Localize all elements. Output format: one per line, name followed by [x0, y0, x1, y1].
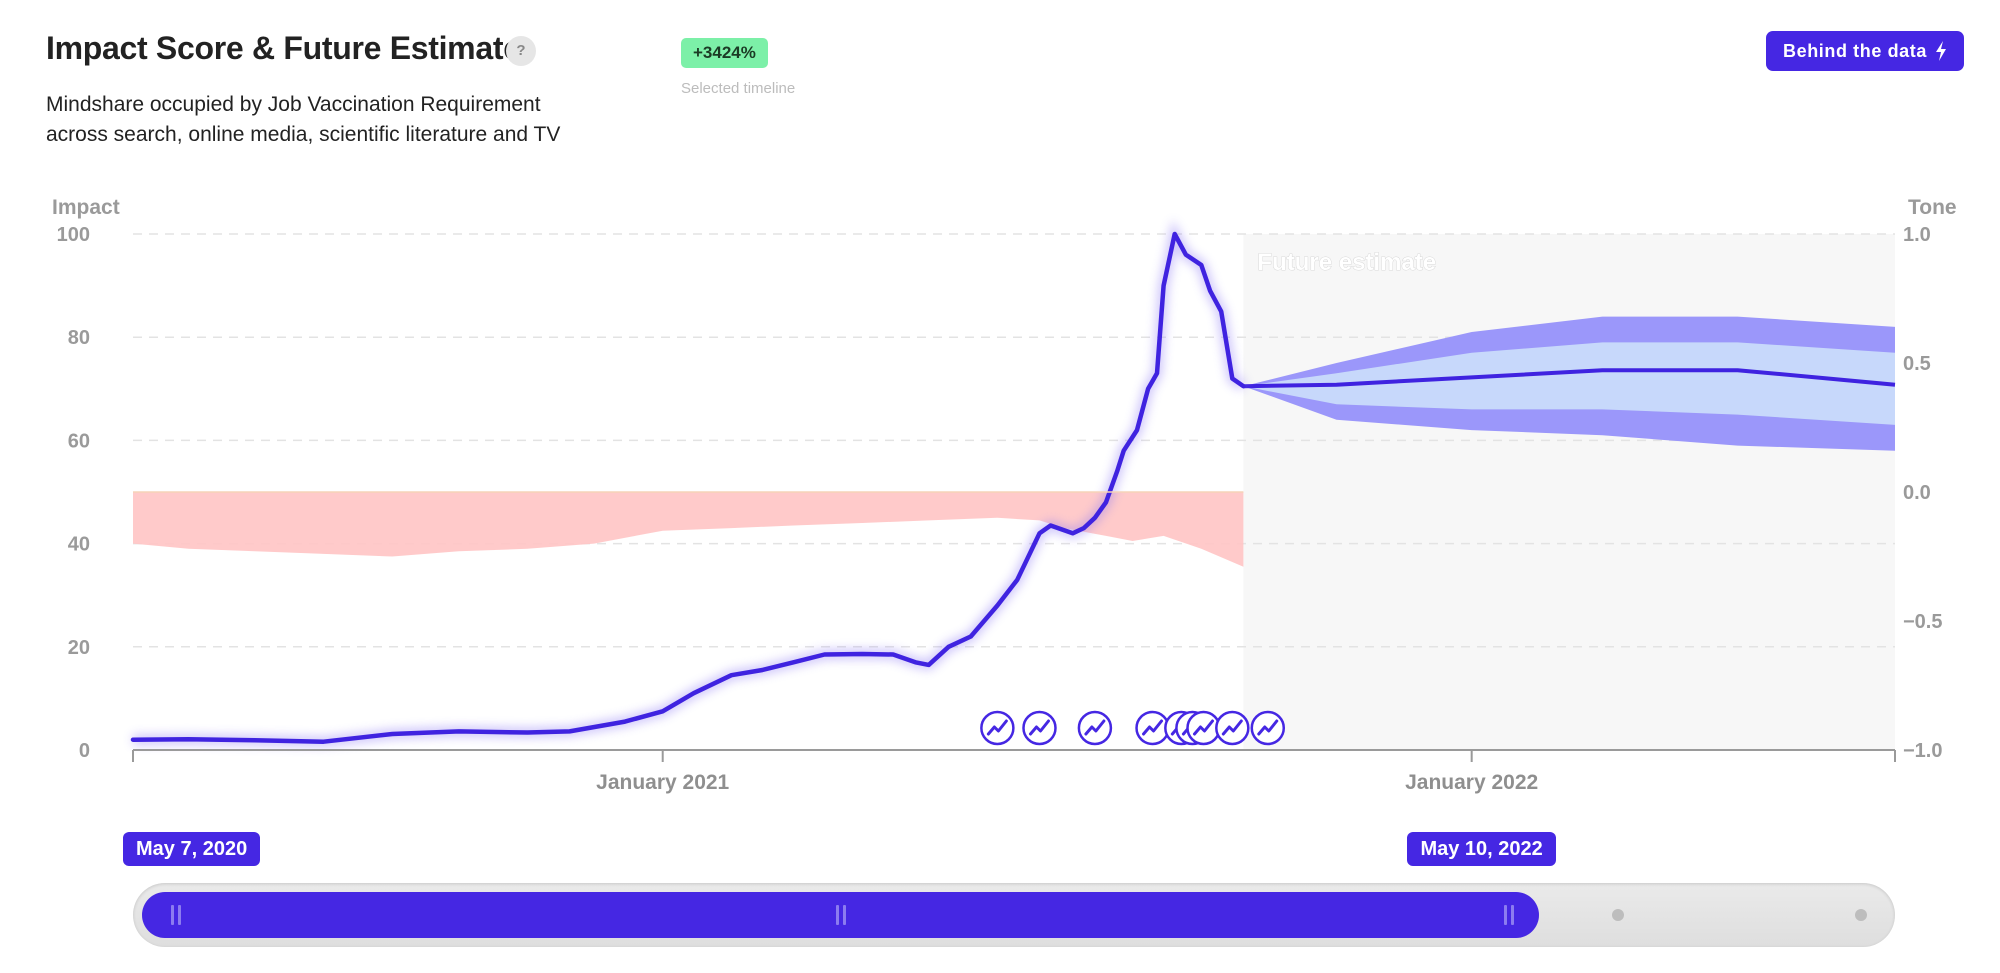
help-icon[interactable]: ?: [506, 36, 536, 66]
end-date-badge: May 10, 2022: [1407, 832, 1556, 866]
behind-the-data-label: Behind the data: [1782, 40, 1927, 61]
y2-tick-label: −0.5: [1903, 611, 1942, 633]
trend-up-icon: [1142, 719, 1164, 736]
y-tick-label: 60: [68, 430, 90, 452]
trend-up-icon: [986, 719, 1008, 736]
y2-axis-title: Tone: [1908, 196, 1957, 219]
slider-start-handle[interactable]: [168, 905, 184, 925]
y-tick-label: 0: [79, 740, 90, 762]
event-marker-icon[interactable]: [1135, 710, 1170, 746]
change-badge: +3424%: [681, 38, 768, 68]
y2-tick-label: 0.5: [1903, 353, 1931, 375]
timeline-slider-range[interactable]: [142, 892, 1540, 938]
event-marker-icon[interactable]: [1022, 710, 1057, 746]
trend-up-icon: [1257, 719, 1279, 736]
trend-up-icon: [1193, 719, 1214, 736]
event-marker-icon[interactable]: [980, 710, 1015, 746]
event-marker-icon[interactable]: [1250, 710, 1286, 746]
impact-line: [130, 231, 1246, 744]
slider-dot: [1855, 909, 1867, 921]
forecast-label: Future estimate: [1257, 249, 1436, 276]
event-marker-icon[interactable]: [1215, 710, 1250, 746]
x-tick-label: January 2022: [1405, 771, 1538, 794]
y-tick-label: 100: [57, 224, 90, 246]
event-marker-icon[interactable]: [1077, 710, 1113, 746]
slider-end-handle[interactable]: [1501, 905, 1517, 925]
trend-up-icon: [1084, 719, 1106, 736]
bolt-icon: [1936, 41, 1946, 61]
change-caption: Selected timeline: [681, 80, 796, 97]
forecast-region: [1243, 234, 1895, 750]
y2-tick-label: 1.0: [1903, 224, 1931, 246]
behind-the-data-button[interactable]: Behind the data: [1766, 31, 1964, 71]
chart-subtitle: Mindshare occupied by Job Vaccination Re…: [46, 93, 561, 146]
slider-dot: [1612, 909, 1624, 921]
y-tick-label: 20: [68, 637, 90, 659]
page-title: Impact Score & Future Estimate: [46, 30, 521, 66]
trend-up-icon: [1221, 719, 1243, 736]
slider-middle-handle[interactable]: [833, 905, 849, 925]
y2-tick-label: −1.0: [1903, 740, 1942, 762]
forecast-line: [1243, 368, 1896, 389]
tone-area: [133, 492, 1244, 567]
forecast-inner-band: [1243, 342, 1895, 425]
impact-line-glow: [132, 219, 1247, 747]
trend-up-icon: [1028, 719, 1050, 736]
y2-tick-label: 0.0: [1903, 482, 1931, 504]
y-tick-label: 80: [68, 327, 90, 349]
x-tick-label: January 2021: [596, 771, 729, 794]
y-axis-title: Impact: [52, 196, 120, 219]
start-date-badge: May 7, 2020: [123, 832, 261, 866]
y-tick-label: 40: [68, 534, 90, 556]
event-marker-icon[interactable]: [1186, 710, 1221, 746]
